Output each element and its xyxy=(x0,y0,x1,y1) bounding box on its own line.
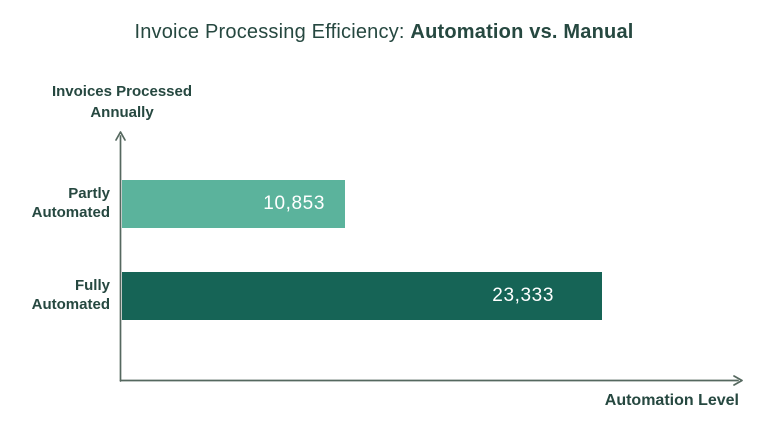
bar-value-fully-automated: 23,333 xyxy=(492,285,554,306)
axis-lines xyxy=(115,131,743,386)
category-label-line1: Partly xyxy=(68,185,110,203)
chart-title-regular: Invoice Processing Efficiency: xyxy=(134,21,411,43)
chart-title: Invoice Processing Efficiency: Automatio… xyxy=(0,21,768,44)
category-label-line2: Automated xyxy=(31,296,110,313)
x-axis-arrow-icon xyxy=(733,375,743,386)
y-axis-arrow-icon xyxy=(115,131,126,141)
bar-partly-automated: 10,853 xyxy=(122,180,345,228)
y-axis-title-line1: Invoices Processed xyxy=(51,83,193,100)
y-axis-title: Invoices Processed Annually xyxy=(24,81,220,123)
category-label-fully-automated: Fully Automated xyxy=(0,272,110,320)
category-label-partly-automated: Partly Automated xyxy=(0,180,110,228)
bar-value-partly-automated: 10,853 xyxy=(263,193,325,214)
category-label-line2: Automated xyxy=(31,204,110,221)
y-axis-title-line2: Annually xyxy=(90,104,154,121)
category-label-line1: Fully xyxy=(74,277,110,295)
chart-title-emphasis: Automation vs. Manual xyxy=(410,21,634,43)
x-axis-title: Automation Level xyxy=(604,392,739,409)
bar-fully-automated: 23,333 xyxy=(122,272,602,320)
